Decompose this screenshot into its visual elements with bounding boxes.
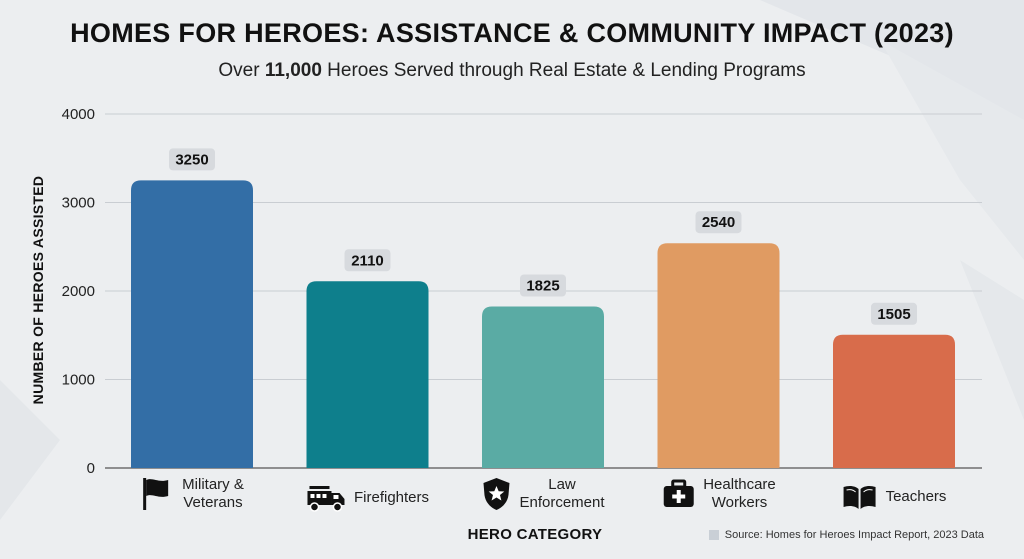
- data-label: 3250: [175, 151, 208, 168]
- data-label-bg: [871, 302, 917, 325]
- fire-truck-icon: [306, 483, 346, 513]
- bar: [657, 243, 780, 468]
- source-swatch: [708, 530, 719, 540]
- data-label-bg: [520, 274, 566, 297]
- data-label-bg: [344, 249, 391, 272]
- heroes-count: 11,000: [264, 60, 322, 81]
- data-label-bg: [695, 211, 742, 234]
- x-category: Firefighters: [306, 483, 429, 513]
- first-aid-kit-icon: [661, 479, 695, 509]
- data-label: 1825: [526, 277, 559, 294]
- y-tick-label: 1000: [62, 372, 95, 389]
- x-tick-label: Law Enforcement: [519, 476, 605, 511]
- bar: [833, 334, 955, 468]
- police-badge-icon: [481, 477, 511, 511]
- x-tick-label: Firefighters: [353, 489, 430, 506]
- y-tick-label: 4000: [62, 106, 95, 123]
- bar: [306, 281, 429, 468]
- bar: [482, 306, 604, 468]
- source-text: Source: Homes for Heroes Impact Report, …: [724, 529, 984, 541]
- x-tick-label: Teachers: [885, 488, 947, 505]
- bar: [131, 180, 253, 468]
- y-tick-label: 2000: [62, 283, 95, 300]
- x-category: Healthcare Workers: [661, 476, 776, 512]
- data-label-bg: [169, 148, 215, 171]
- x-category: Military & Veterans: [140, 476, 244, 512]
- x-tick-label: Military & Veterans: [182, 476, 244, 511]
- x-category: Teachers: [842, 483, 947, 511]
- y-tick-label: 3000: [62, 195, 95, 212]
- chart-subtitle: Over 11,000 Heroes Served through Real E…: [218, 60, 806, 81]
- chart-title: HOMES FOR HEROES: ASSISTANCE & COMMUNITY…: [70, 18, 954, 48]
- flag-icon: [140, 476, 174, 512]
- y-axis-label: NUMBER OF HEROES ASSISTED: [30, 175, 46, 405]
- data-label: 1505: [877, 306, 910, 323]
- y-tick-label: 0: [87, 460, 95, 477]
- data-label: 2540: [702, 214, 735, 231]
- source-note: Source: Homes for Heroes Impact Report, …: [708, 529, 984, 541]
- x-tick-label: Healthcare Workers: [703, 476, 776, 511]
- open-book-icon: [842, 483, 878, 511]
- data-label: 2110: [351, 252, 384, 269]
- x-axis-label: HERO CATEGORY: [467, 526, 603, 543]
- x-category: Law Enforcement: [481, 476, 605, 512]
